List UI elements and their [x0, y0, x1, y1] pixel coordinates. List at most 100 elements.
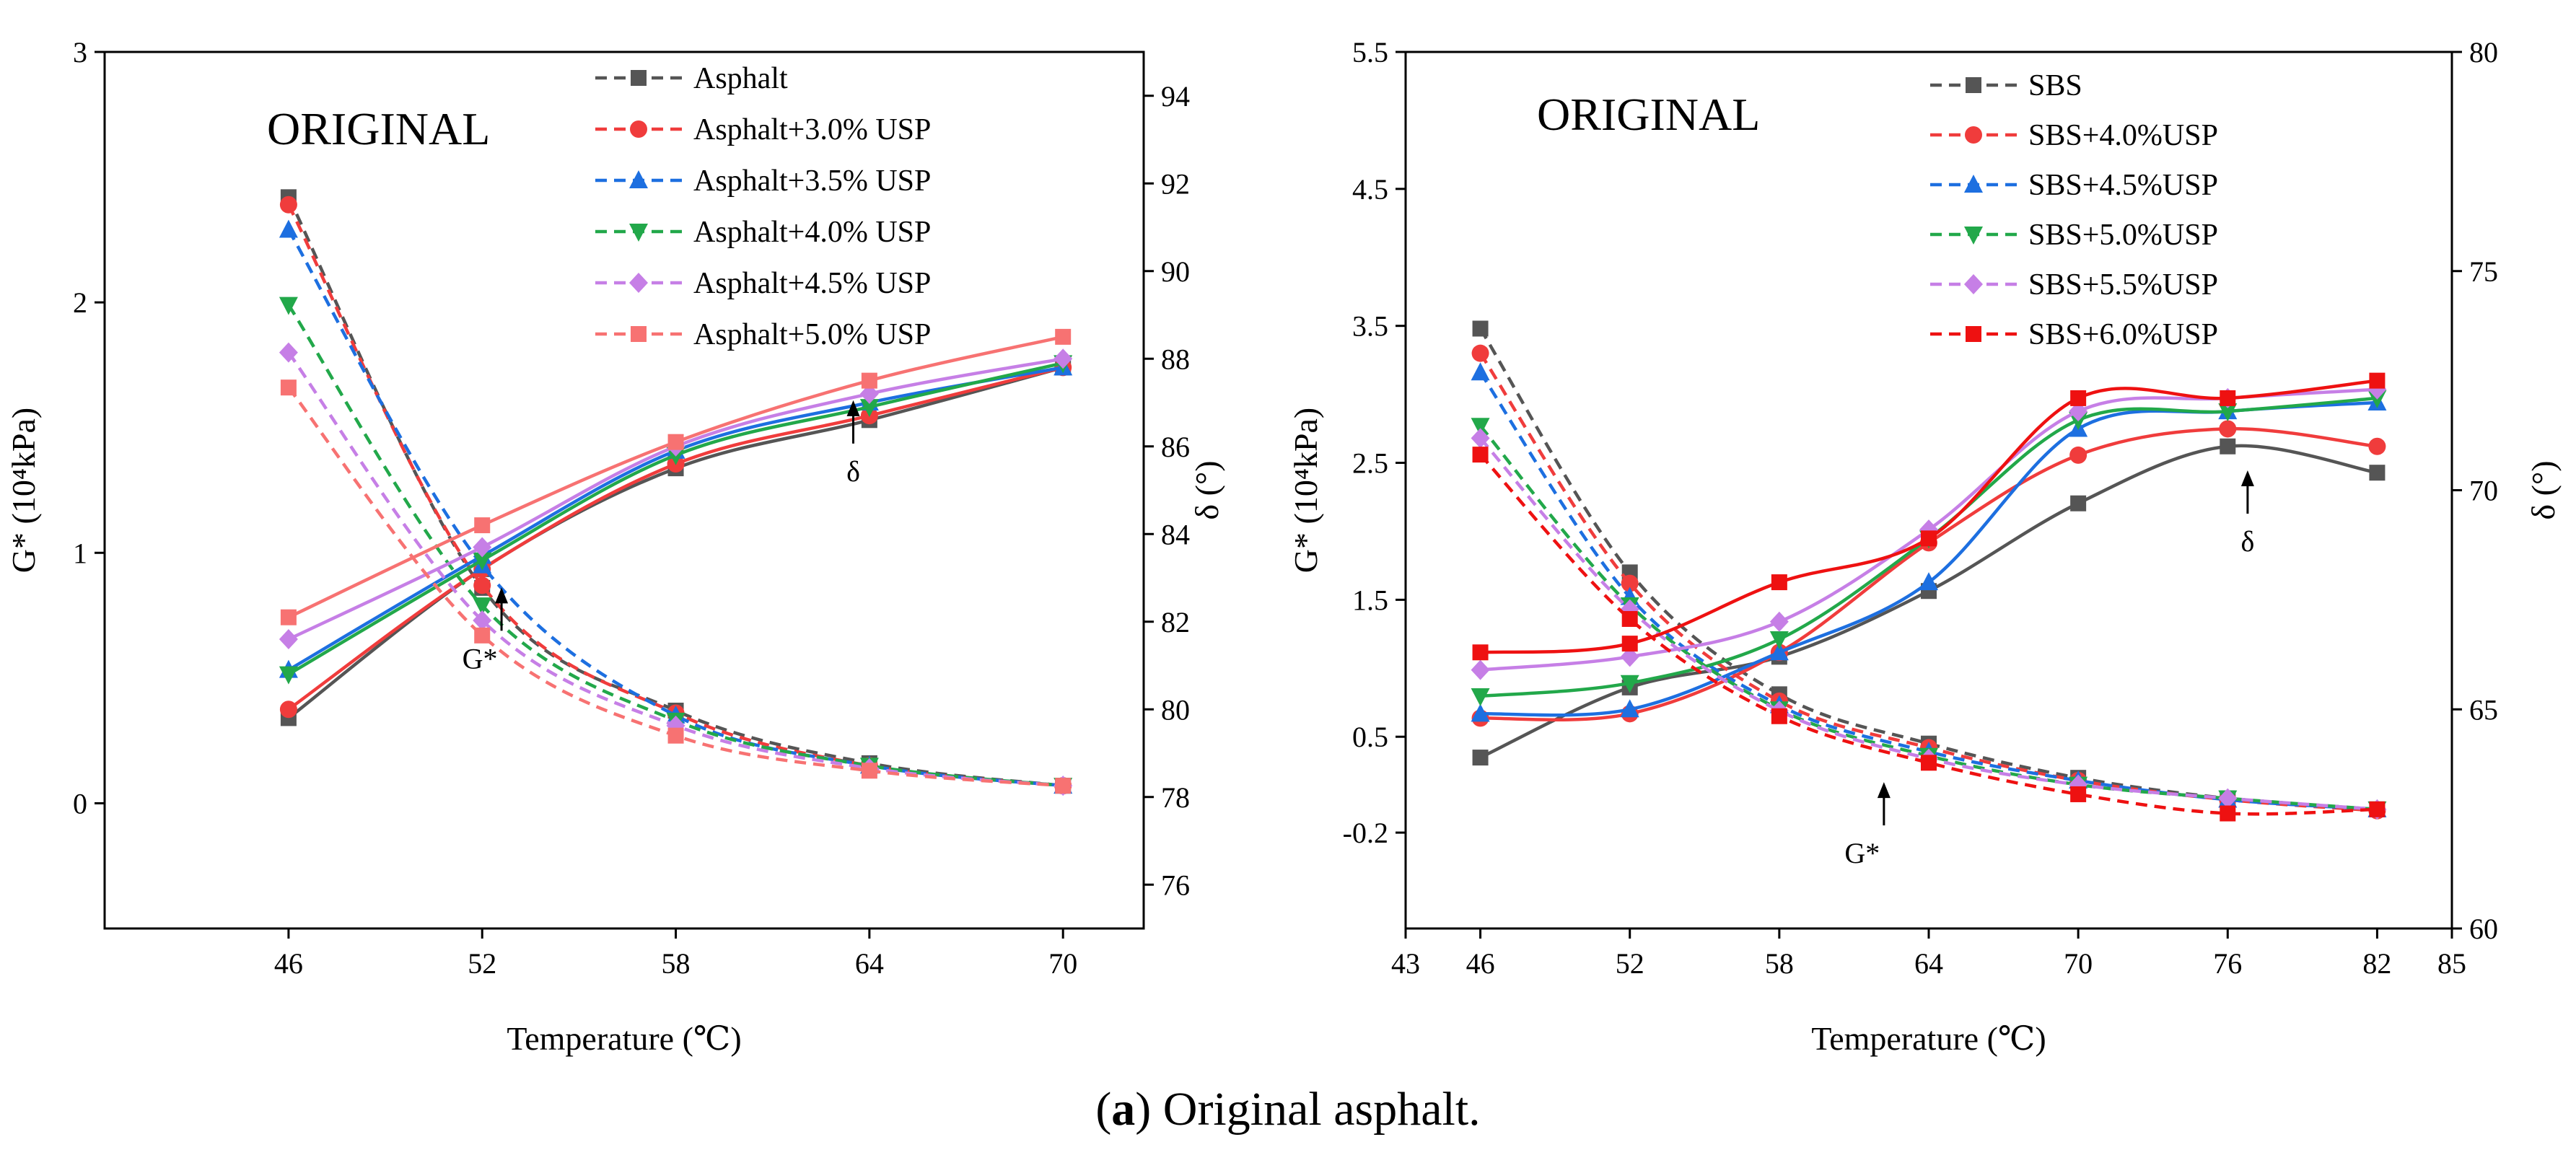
delta-point — [280, 609, 297, 625]
series-6 — [1472, 372, 2386, 822]
y-tick-label: 3.5 — [1352, 310, 1388, 343]
legend-label: SBS+4.0%USP — [2028, 119, 2218, 152]
delta-point — [1471, 688, 1490, 707]
gstar-point — [473, 610, 492, 631]
delta-point — [473, 537, 492, 558]
delta-line — [287, 361, 1064, 676]
x-tick-label: 52 — [468, 947, 496, 980]
y-tick-label: 0.5 — [1352, 721, 1388, 753]
gstar-point — [1771, 708, 1787, 724]
legend: Asphalt Asphalt+3.0% USP Asphalt+3.5% USP A… — [595, 62, 931, 351]
gstar-point — [279, 219, 298, 238]
delta-point — [2220, 438, 2236, 455]
gstar-point — [1471, 418, 1490, 436]
legend-label: SBS — [2028, 69, 2082, 102]
x-tick-label: 58 — [662, 947, 691, 980]
inset-label: ORIGINAL — [1537, 89, 1760, 140]
delta-point — [2220, 390, 2236, 406]
delta-point — [279, 666, 298, 685]
legend-swatch-marker — [1964, 227, 1983, 245]
gstar-point — [1621, 610, 1638, 627]
figure-caption: (a) Original asphalt. — [1095, 1083, 1481, 1136]
delta-point — [2069, 401, 2088, 422]
chart-asphalt: 46 52 58 64 70 0 1 2 3 76 78 80 82 84 86 88 90 92 94 Temper… — [5, 36, 1225, 1057]
delta-point — [2070, 495, 2087, 511]
delta-point — [667, 434, 684, 450]
gstar-point — [473, 576, 491, 594]
legend-swatch-marker — [631, 70, 647, 86]
gstar-point — [1471, 362, 1490, 381]
x-tick-label: 70 — [1048, 947, 1077, 980]
legend-item: Asphalt+3.5% USP — [595, 164, 931, 198]
y-tick-label: 4.5 — [1352, 173, 1388, 206]
legend-label: SBS+5.5%USP — [2028, 268, 2218, 302]
gstar-point — [2220, 805, 2236, 822]
y-right-tick-label: 78 — [1161, 781, 1190, 814]
x-axis-label: Temperature (℃) — [1811, 1020, 2046, 1057]
legend-swatch-marker — [1965, 126, 1982, 144]
y-tick-label: 1.5 — [1352, 584, 1388, 616]
gstar-point — [279, 196, 297, 214]
delta-point — [1055, 328, 1072, 345]
gstar-line — [287, 386, 1064, 788]
delta-point — [279, 629, 298, 650]
legend-item: Asphalt+4.5% USP — [595, 267, 931, 300]
x-tick-label: 64 — [855, 947, 884, 980]
x-tick-label: 46 — [274, 947, 303, 980]
y-right-tick-label: 75 — [2469, 255, 2498, 288]
gstar-line — [1478, 371, 2378, 812]
gstar-point — [2218, 788, 2238, 809]
annotation-label: δ — [846, 455, 860, 488]
y-axis-label: G* (10⁴kPa) — [5, 408, 42, 573]
annotation-arrowhead — [1877, 782, 1891, 799]
series-3 — [279, 219, 1073, 794]
gstar-point — [473, 597, 492, 616]
delta-point — [1053, 348, 1073, 369]
delta-point — [2368, 437, 2386, 455]
legend-item: Asphalt+5.0% USP — [595, 318, 931, 351]
gstar-point — [279, 342, 298, 363]
legend-swatch-marker — [1966, 326, 1981, 342]
delta-point — [279, 701, 297, 719]
legend-swatch-marker — [629, 224, 648, 242]
delta-line — [287, 366, 1064, 711]
y-right-tick-label: 94 — [1161, 80, 1190, 113]
y-right-axis-label: δ (°) — [2525, 460, 2562, 519]
annotation-label: δ — [2240, 525, 2254, 558]
delta-point — [1471, 659, 1490, 680]
gstar-point — [280, 379, 297, 396]
plot-frame — [103, 51, 1145, 930]
delta-point — [1472, 750, 1489, 766]
delta-point — [2070, 390, 2087, 406]
legend-swatch-marker — [1966, 77, 1981, 93]
x-tick-label: 70 — [2064, 947, 2093, 980]
gstar-point — [474, 627, 491, 644]
delta-point — [1620, 646, 1639, 667]
legend-item: Asphalt — [595, 62, 788, 95]
delta-point — [1472, 644, 1489, 661]
delta-point — [861, 372, 877, 389]
delta-point — [1919, 572, 1938, 591]
gstar-point — [1472, 447, 1489, 463]
y-right-tick-label: 70 — [2469, 475, 2498, 507]
gstar-line — [286, 229, 1064, 788]
delta-point — [1621, 636, 1638, 652]
legend-item: SBS+5.0%USP — [1930, 219, 2218, 252]
gstar-point — [861, 763, 877, 779]
caption-text: Original asphalt. — [1162, 1083, 1481, 1136]
series-6 — [280, 328, 1072, 794]
legend-label: Asphalt+4.5% USP — [693, 267, 931, 300]
y-right-axis-label: δ (°) — [1188, 460, 1225, 519]
caption-label: a — [1111, 1083, 1136, 1136]
delta-point — [859, 399, 879, 418]
legend-swatch-marker — [629, 170, 648, 188]
delta-point — [1620, 699, 1639, 718]
annotation-arrowhead — [2240, 470, 2254, 487]
gstar-point — [1472, 320, 1489, 337]
legend-label: Asphalt+5.0% USP — [693, 318, 931, 351]
gstar-line — [286, 196, 1064, 788]
x-tick-label: 46 — [1466, 947, 1495, 980]
legend-label: SBS+5.0%USP — [2028, 219, 2218, 252]
gstar-point — [279, 297, 298, 315]
legend-label: Asphalt+3.5% USP — [693, 164, 931, 198]
